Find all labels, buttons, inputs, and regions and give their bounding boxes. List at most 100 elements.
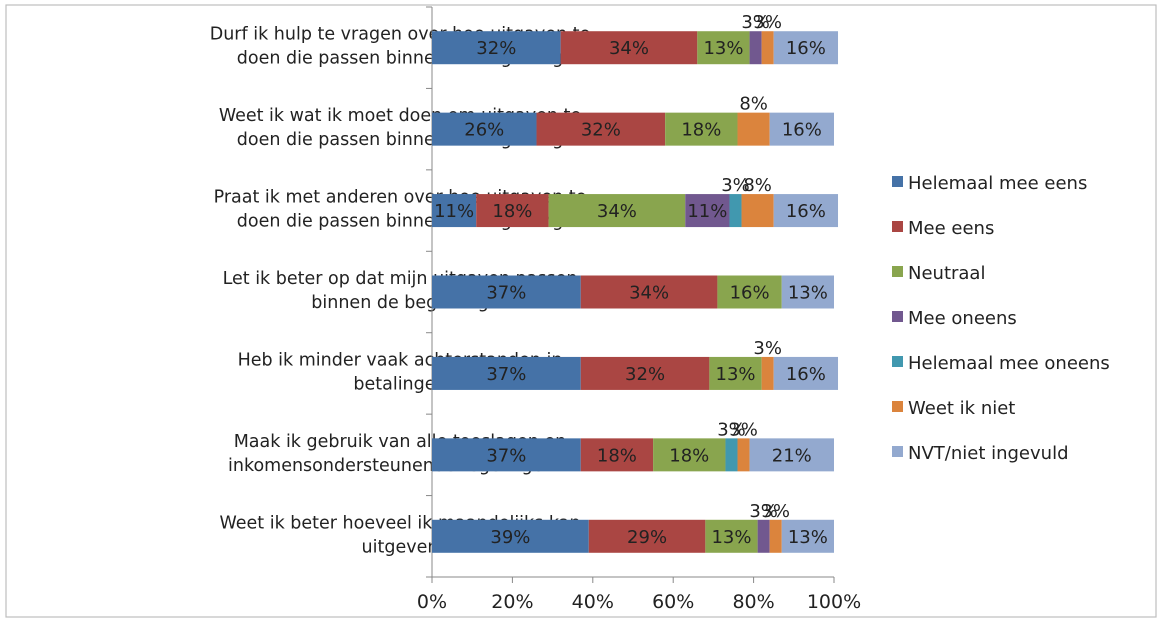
bar-segment [781, 275, 834, 309]
data-label: 32% [625, 364, 665, 385]
data-label: 16% [782, 120, 822, 141]
bar-segment [432, 275, 581, 309]
legend-label: Helemaal mee oneens [908, 353, 1110, 374]
data-label: 18% [597, 445, 637, 466]
legend-swatch [892, 221, 903, 232]
legend-swatch [892, 176, 903, 187]
data-label: 3% [753, 12, 782, 33]
data-label: 26% [464, 120, 504, 141]
bar-segment [709, 356, 762, 390]
data-label: 37% [486, 283, 526, 304]
data-label: 16% [786, 38, 826, 59]
data-label: 13% [716, 364, 756, 385]
bar-segment [588, 519, 706, 553]
bar-segment [773, 31, 839, 65]
data-label: 13% [788, 527, 828, 548]
bar-segment [717, 275, 782, 309]
bar-segment [737, 438, 750, 472]
data-label: 13% [788, 283, 828, 304]
bars: 32% 34% 13%3%3%16%26% 32% 18%8%16%11% 18% 34% 1… [432, 12, 839, 553]
bar-segment [432, 356, 581, 390]
legend-label: NVT/niet ingevuld [908, 443, 1069, 464]
bar-segment [741, 194, 774, 228]
bar-segment [769, 112, 834, 146]
data-label: 37% [486, 445, 526, 466]
data-label: 29% [627, 527, 667, 548]
chart-border [5, 4, 1157, 618]
x-tick-label: 0% [417, 591, 447, 613]
bar-segment [580, 356, 710, 390]
data-label: 3% [729, 419, 758, 440]
data-label: 3% [761, 501, 790, 522]
data-label: 16% [730, 283, 770, 304]
data-label: 13% [711, 527, 751, 548]
legend-label: Weet ik niet [908, 398, 1015, 419]
data-label: 16% [786, 201, 826, 222]
x-tick-label: 80% [732, 591, 774, 613]
x-tick-label: 40% [572, 591, 614, 613]
data-label: 3% [741, 12, 770, 33]
bar-segment [548, 194, 686, 228]
legend-swatch [892, 446, 903, 457]
bar-segment [725, 438, 738, 472]
bar-segment [769, 519, 782, 553]
x-tick-label: 20% [491, 591, 533, 613]
data-label: 39% [490, 527, 530, 548]
bar-segment [432, 31, 561, 65]
data-label: 3% [717, 419, 746, 440]
bar-segment [697, 31, 750, 65]
legend-label: Helemaal mee eens [908, 173, 1087, 194]
bar-segment [476, 194, 549, 228]
data-label: 13% [703, 38, 743, 59]
data-label: 18% [669, 445, 709, 466]
bar-segment [653, 438, 726, 472]
data-label: 11% [434, 201, 474, 222]
legend-swatch [892, 311, 903, 322]
legend-swatch [892, 401, 903, 412]
legend-swatch [892, 266, 903, 277]
data-label: 34% [629, 283, 669, 304]
data-label: 3% [721, 175, 750, 196]
bar-segment [432, 194, 477, 228]
data-label: 8% [739, 94, 768, 115]
bar-segment [749, 31, 762, 65]
bar-segment [432, 438, 581, 472]
bar-segment [749, 438, 834, 472]
data-label: 11% [687, 201, 727, 222]
legend-swatch [892, 356, 903, 367]
bar-segment [781, 519, 834, 553]
legend-label: Neutraal [908, 263, 985, 284]
bar-segment [737, 112, 770, 146]
data-label: 21% [772, 445, 812, 466]
data-label: 34% [609, 38, 649, 59]
legend-label: Mee eens [908, 218, 994, 239]
bar-segment [705, 519, 758, 553]
bar-segment [729, 194, 742, 228]
bar-segment [773, 194, 839, 228]
data-label: 16% [786, 364, 826, 385]
data-label: 8% [743, 175, 772, 196]
bar-segment [432, 519, 589, 553]
bar-segment [665, 112, 738, 146]
bar-segment [432, 112, 537, 146]
data-label: 34% [597, 201, 637, 222]
data-label: 32% [476, 38, 516, 59]
bar-segment [685, 194, 730, 228]
data-label: 37% [486, 364, 526, 385]
data-label: 18% [492, 201, 532, 222]
bar-segment [536, 112, 666, 146]
x-tick-label: 60% [652, 591, 694, 613]
data-label: 3% [753, 338, 782, 359]
data-label: 18% [681, 120, 721, 141]
x-tick-labels: 0% 20% 40% 60% 80% 100% [417, 591, 861, 613]
bar-segment [580, 438, 654, 472]
legend: Helemaal mee eens Mee eens Neutraal Mee one… [892, 173, 1110, 464]
data-label: 32% [581, 120, 621, 141]
bar-segment [757, 519, 770, 553]
data-label: 3% [749, 501, 778, 522]
x-tick-label: 100% [807, 591, 861, 613]
bar-segment [761, 31, 774, 65]
bar-segment [773, 356, 839, 390]
bar-segment [761, 356, 774, 390]
